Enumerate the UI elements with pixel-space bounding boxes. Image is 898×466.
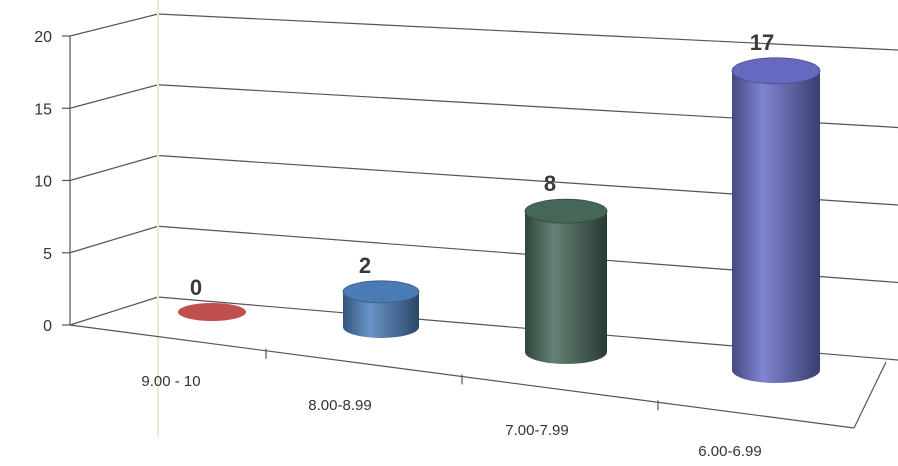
- y-tick-label: 10: [34, 174, 52, 191]
- side-gridline: [69, 296, 159, 326]
- data-labels: 0 2 8 17: [190, 30, 774, 300]
- data-label: 0: [190, 275, 202, 300]
- y-tick-labels: 0 5 10 15 20: [34, 29, 52, 335]
- side-gridline: [69, 154, 159, 182]
- x-tick-label: 7.00-7.99: [505, 422, 568, 439]
- data-label: 17: [750, 30, 774, 55]
- side-gridline: [69, 13, 159, 37]
- data-label: 2: [359, 253, 371, 278]
- bar-top: [178, 303, 246, 321]
- gridline: [157, 13, 898, 51]
- y-tick-label: 5: [43, 246, 52, 263]
- axes: [62, 0, 887, 437]
- side-gridline: [69, 84, 159, 109]
- x-tick-labels: 9.00 - 10 8.00-8.99 7.00-7.99 6.00-6.99: [141, 373, 761, 460]
- bar: [178, 303, 246, 321]
- bar-top: [524, 198, 608, 224]
- x-tick-label: 9.00 - 10: [141, 373, 200, 390]
- bar: [524, 198, 608, 364]
- x-tick-label: 6.00-6.99: [698, 443, 761, 460]
- bar-body: [525, 211, 607, 364]
- y-tick-label: 20: [34, 29, 52, 46]
- y-tick-label: 15: [34, 101, 52, 118]
- bar-body: [343, 291, 419, 338]
- bar-top: [342, 280, 420, 304]
- side-gridline: [69, 225, 159, 254]
- x-tick-label: 8.00-8.99: [308, 397, 371, 414]
- bar: [731, 57, 821, 384]
- bar: [342, 280, 420, 338]
- floor-right-edge: [853, 361, 887, 429]
- bars: [178, 57, 821, 384]
- y-tick-label: 0: [43, 318, 52, 335]
- bar-top: [731, 57, 821, 85]
- bar-body: [732, 70, 820, 384]
- data-label: 8: [544, 171, 556, 196]
